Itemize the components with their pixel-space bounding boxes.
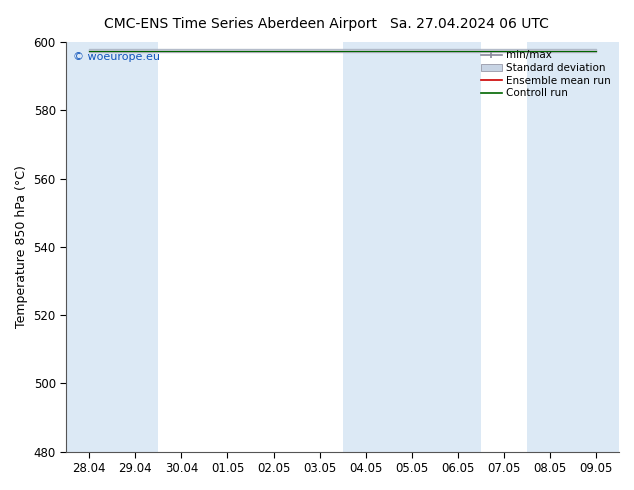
Bar: [527, 42, 573, 452]
Bar: [342, 42, 389, 452]
Y-axis label: Temperature 850 hPa (°C): Temperature 850 hPa (°C): [15, 166, 28, 328]
Bar: [435, 42, 481, 452]
Text: CMC-ENS Time Series Aberdeen Airport: CMC-ENS Time Series Aberdeen Airport: [105, 17, 377, 31]
Text: Sa. 27.04.2024 06 UTC: Sa. 27.04.2024 06 UTC: [390, 17, 548, 31]
Bar: [112, 42, 158, 452]
Bar: [66, 42, 112, 452]
Bar: [389, 42, 435, 452]
Legend: min/max, Standard deviation, Ensemble mean run, Controll run: min/max, Standard deviation, Ensemble me…: [478, 47, 614, 101]
Text: © woeurope.eu: © woeurope.eu: [73, 52, 160, 62]
Bar: [573, 42, 619, 452]
